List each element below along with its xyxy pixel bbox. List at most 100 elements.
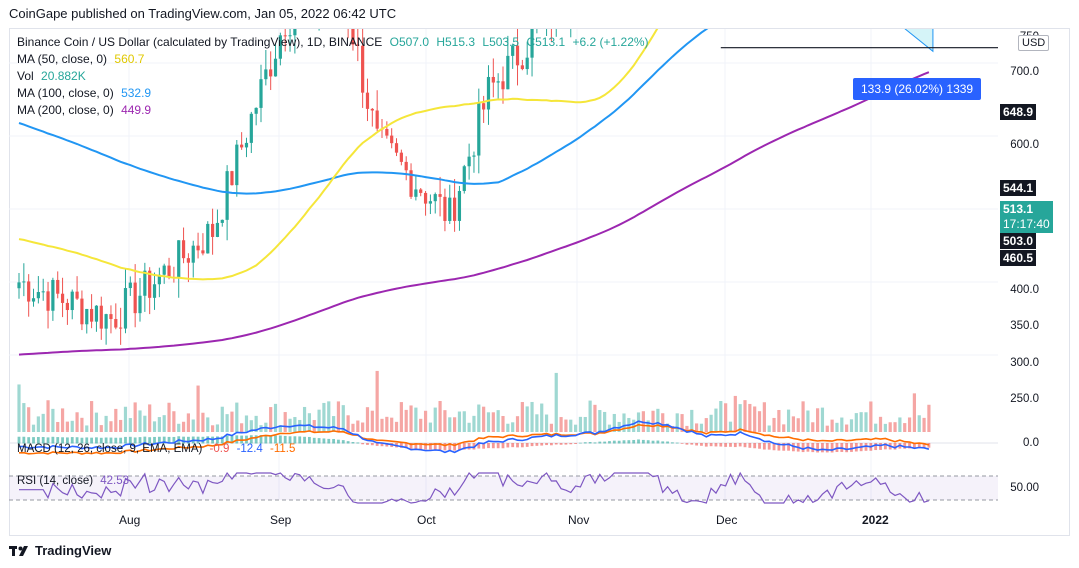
chart-plot-area[interactable] bbox=[9, 29, 998, 506]
volume-bar bbox=[370, 410, 374, 432]
footer-brand: TradingView bbox=[9, 543, 111, 558]
macd-histogram-bar bbox=[254, 435, 258, 444]
volume-bar bbox=[486, 412, 491, 432]
rsi-band bbox=[9, 476, 998, 500]
volume-bar bbox=[414, 407, 418, 432]
volume-bar bbox=[225, 414, 229, 432]
volume-bar bbox=[390, 417, 394, 432]
volume-bar bbox=[554, 372, 558, 432]
macd-histogram-bar bbox=[448, 443, 452, 450]
volume-bar bbox=[661, 413, 665, 432]
macd-histogram-bar bbox=[332, 438, 335, 444]
macd-histogram-bar bbox=[772, 443, 776, 451]
volume-bar bbox=[90, 401, 94, 432]
macd-histogram-bar bbox=[787, 443, 790, 451]
macd-histogram-bar bbox=[56, 437, 60, 444]
volume-bar bbox=[859, 412, 863, 432]
macd-histogram-bar bbox=[32, 437, 35, 444]
volume-bar bbox=[31, 424, 36, 432]
candle-body bbox=[472, 155, 476, 157]
macd-histogram-bar bbox=[704, 443, 708, 447]
macd-histogram-bar bbox=[520, 443, 524, 448]
price-tick: 400.0 bbox=[1010, 284, 1039, 296]
macd-histogram-bar bbox=[308, 436, 311, 444]
macd-histogram-bar bbox=[153, 436, 156, 444]
volume-bar bbox=[728, 421, 733, 432]
volume-bar bbox=[651, 410, 655, 432]
volume-bar bbox=[530, 401, 534, 432]
vol-value: 20.882K bbox=[41, 69, 86, 83]
macd-histogram-bar bbox=[622, 440, 626, 444]
volume-bar bbox=[46, 400, 50, 432]
macd-histogram-bar bbox=[579, 442, 582, 444]
volume-bar bbox=[307, 413, 311, 432]
volume-bar bbox=[375, 370, 379, 432]
volume-bar bbox=[888, 422, 892, 432]
rsi-mid-tick: 50.00 bbox=[1010, 482, 1039, 494]
volume-bar bbox=[385, 416, 389, 432]
macd-histogram-bar bbox=[22, 436, 26, 444]
macd-hist-value: -0.9 bbox=[209, 443, 230, 455]
volume-bar bbox=[675, 413, 679, 432]
volume-bar bbox=[782, 424, 786, 432]
month-label: Dec bbox=[716, 513, 738, 527]
macd-histogram-bar bbox=[298, 436, 302, 444]
macd-zero-tick: 0.0 bbox=[1023, 437, 1039, 449]
ma50-line bbox=[18, 29, 659, 281]
candle-body bbox=[65, 302, 69, 311]
macd-histogram-bar bbox=[404, 443, 408, 449]
volume-bar bbox=[743, 400, 747, 432]
macd-histogram-bar bbox=[646, 440, 650, 444]
macd-histogram-bar bbox=[259, 435, 263, 444]
volume-bar bbox=[17, 384, 21, 432]
macd-histogram-bar bbox=[666, 441, 669, 444]
candle-body bbox=[220, 219, 224, 223]
macd-histogram-bar bbox=[908, 443, 911, 449]
volume-bar bbox=[525, 406, 529, 432]
macd-histogram-bar bbox=[608, 441, 611, 444]
volume-bar bbox=[680, 414, 684, 432]
ma50-value: 560.7 bbox=[114, 52, 145, 66]
currency-button[interactable]: USD bbox=[1018, 35, 1050, 51]
macd-histogram-bar bbox=[651, 440, 655, 444]
volume-bar bbox=[133, 402, 137, 432]
descending-channel bbox=[904, 29, 934, 53]
macd-histogram-bar bbox=[656, 440, 660, 444]
macd-histogram-bar bbox=[762, 443, 766, 450]
candle-body bbox=[491, 76, 495, 83]
macd-histogram-bar bbox=[487, 443, 490, 449]
volume-bar bbox=[811, 422, 815, 432]
month-label: Oct bbox=[417, 513, 436, 527]
macd-signal-line bbox=[18, 423, 930, 455]
price-tick: 300.0 bbox=[1010, 357, 1039, 369]
macd-histogram-bar bbox=[269, 435, 273, 444]
volume-bar bbox=[351, 423, 355, 432]
candle-body bbox=[51, 279, 55, 311]
brand-name: TradingView bbox=[35, 543, 112, 558]
volume-bar bbox=[433, 407, 437, 432]
candle-body bbox=[264, 69, 268, 80]
macd-histogram-bar bbox=[550, 443, 553, 446]
volume-bar bbox=[820, 407, 825, 432]
macd-histogram-bar bbox=[554, 443, 558, 445]
macd-histogram-bar bbox=[293, 436, 297, 444]
macd-histogram-bar bbox=[738, 443, 742, 447]
volume-bar bbox=[177, 423, 181, 432]
candle-body bbox=[104, 314, 108, 329]
volume-bar bbox=[578, 416, 583, 432]
volume-bar bbox=[612, 413, 616, 432]
macd-histogram-bar bbox=[506, 443, 510, 448]
volume-bar bbox=[457, 411, 462, 432]
volume-bar bbox=[588, 400, 592, 432]
macd-label: MACD (12, 26, close, 9, EMA, EMA) bbox=[17, 443, 203, 455]
volume-bar bbox=[341, 405, 345, 432]
macd-histogram-bar bbox=[467, 443, 471, 450]
macd-histogram-bar bbox=[288, 436, 292, 444]
candle-body bbox=[428, 201, 432, 204]
macd-histogram-bar bbox=[85, 437, 89, 444]
macd-histogram-bar bbox=[496, 443, 500, 449]
macd-histogram-bar bbox=[380, 443, 384, 447]
candle-body bbox=[351, 29, 355, 45]
volume-bar bbox=[574, 424, 578, 432]
volume-bar bbox=[825, 425, 829, 432]
